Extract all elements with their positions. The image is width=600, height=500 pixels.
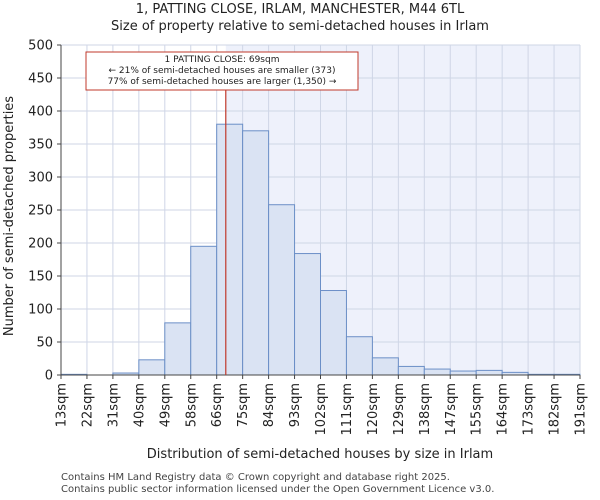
y-tick-label: 50 (36, 336, 53, 351)
y-tick-label: 0 (45, 369, 53, 384)
x-tick-label: 13sqm (55, 383, 70, 427)
x-tick-label: 191sqm (574, 383, 589, 436)
x-tick-label: 102sqm (314, 383, 329, 436)
x-tick-label: 66sqm (210, 383, 225, 427)
histogram-bar (475, 369, 503, 376)
histogram-bar (371, 357, 399, 376)
histogram-bar (449, 370, 477, 376)
histogram-bar (294, 253, 321, 376)
histogram-bar (423, 368, 451, 376)
x-tick-label: 111sqm (340, 383, 355, 436)
y-tick-label: 350 (28, 138, 53, 153)
x-tick-label: 129sqm (392, 383, 407, 436)
x-tick-label: 58sqm (184, 383, 199, 427)
annotation-box (85, 51, 359, 91)
histogram-bar (190, 245, 218, 376)
histogram-bar (216, 123, 244, 376)
x-tick-label: 173sqm (522, 383, 537, 436)
y-tick-label: 400 (28, 105, 53, 120)
x-tick-label: 164sqm (496, 383, 511, 436)
histogram-bar (320, 290, 347, 376)
footer-licence: Contains public sector information licen… (61, 484, 495, 495)
histogram-bar (345, 336, 373, 376)
x-tick-label: 93sqm (288, 383, 303, 427)
x-tick-label: 147sqm (444, 383, 459, 436)
histogram-bar (242, 130, 270, 376)
x-tick-label: 22sqm (80, 383, 95, 427)
y-tick-label: 250 (28, 204, 53, 219)
footer-copyright: Contains HM Land Registry data © Crown c… (61, 472, 450, 483)
annotation-smaller: ← 21% of semi-detached houses are smalle… (109, 66, 336, 76)
annotation-title: 1 PATTING CLOSE: 69sqm (165, 55, 280, 65)
x-tick-label: 40sqm (132, 383, 147, 427)
annotation-larger: 77% of semi-detached houses are larger (… (108, 77, 337, 87)
y-tick-label: 200 (28, 237, 53, 252)
y-tick-label: 100 (28, 303, 53, 318)
x-tick-label: 31sqm (106, 383, 121, 427)
histogram-bar (164, 322, 192, 376)
y-axis-label: Number of semi-detached properties (2, 96, 17, 336)
histogram-bar (268, 204, 296, 376)
chart-title: 1, PATTING CLOSE, IRLAM, MANCHESTER, M44… (135, 2, 465, 17)
x-tick-label: 75sqm (236, 383, 251, 427)
histogram-bar (138, 359, 166, 376)
x-tick-label: 120sqm (366, 383, 381, 436)
x-tick-label: 49sqm (158, 383, 173, 427)
y-tick-label: 450 (28, 72, 53, 87)
chart-subtitle: Size of property relative to semi-detach… (111, 19, 489, 34)
x-tick-label: 155sqm (470, 383, 485, 436)
x-tick-label: 138sqm (418, 383, 433, 436)
histogram-bar (397, 365, 425, 376)
y-tick-label: 500 (28, 39, 53, 54)
x-axis-label: Distribution of semi-detached houses by … (147, 447, 493, 462)
y-tick-label: 150 (28, 270, 53, 285)
y-tick-label: 300 (28, 171, 53, 186)
x-tick-label: 84sqm (262, 383, 277, 427)
x-tick-label: 182sqm (548, 383, 563, 436)
